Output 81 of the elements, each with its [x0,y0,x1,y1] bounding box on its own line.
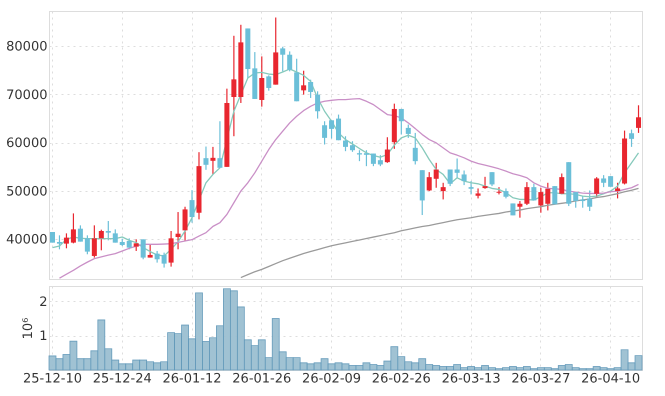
y-tick-label: 2 [39,294,48,310]
candlestick [580,195,586,208]
candlestick [92,224,97,258]
candlestick [406,124,411,138]
candlestick [440,182,446,200]
x-tick-label: 25-12-24 [92,372,152,386]
candlestick [315,90,320,120]
y-tick-label: 1 [39,329,48,344]
candlestick [468,180,474,196]
candlestick [64,232,69,249]
candlestick [364,150,369,167]
candlestick [259,56,264,108]
candlestick [78,224,83,242]
candlestick [462,170,467,186]
candlestick [287,50,292,72]
candlestick [370,152,376,167]
candlestick [356,150,362,162]
candlestick [559,172,564,196]
line-series [240,188,640,278]
candlestick [545,182,550,212]
y-tick-label: 60000 [6,136,48,152]
y-tick-label: 80000 [6,40,48,55]
x-tick-label: 25-12-10 [22,372,82,386]
y-tick-label: 50000 [6,184,48,200]
x-tick-label: 26-02-09 [302,372,362,386]
candlestick [538,187,544,214]
candlestick [350,140,355,152]
candlestick [266,74,272,92]
candlestick [203,146,208,170]
candlestick [342,136,348,152]
candlestick [615,182,620,200]
x-tick-label: 26-04-10 [581,372,640,386]
candlestick [489,172,495,187]
candlestick [503,188,508,200]
candlestick [476,188,481,200]
candlestick [412,132,418,166]
x-tick-label: 26-03-27 [511,372,570,386]
candlestick [134,238,139,252]
candlestick [384,136,390,164]
candlestick [448,168,453,187]
candlestick [587,190,592,212]
candlestick [608,176,614,188]
candlestick [636,104,642,134]
candlestick [322,120,328,146]
candlestick [190,190,195,224]
candlestick [140,238,146,260]
candlestick [210,146,216,176]
candlestick [70,212,76,244]
x-tick-label: 26-03-13 [442,372,501,386]
candlestick [434,162,439,188]
candlestick [84,234,90,255]
x-tick-label: 26-01-12 [162,372,222,386]
candlestick [154,250,160,264]
candlestick [454,158,460,178]
candlestick [426,172,432,192]
candlestick [176,211,181,250]
x-tick-label: 26-01-26 [232,372,292,386]
y-tick-label: 40000 [6,232,48,248]
candlestick [301,70,306,96]
candlestick [336,114,342,141]
candlestick [162,252,167,268]
candlestick [98,229,104,251]
candlestick [531,183,536,202]
candlestick [629,128,634,148]
candlestick [148,244,153,258]
y-tick-label: 70000 [6,88,48,103]
candlestick [217,120,222,168]
candlestick [524,182,530,206]
candlestick [398,108,404,136]
candlestick [378,154,383,167]
candlestick [329,120,334,140]
candlestick [231,35,236,137]
candlestick [601,174,606,188]
y-axis-title: 10⁶ [21,318,36,340]
candlestick [594,176,600,198]
candlestick [280,46,286,72]
candlestick [308,79,314,99]
candlestick [182,206,188,242]
x-tick-label: 26-02-26 [372,372,431,386]
candlestick [552,186,558,205]
candlestick [482,176,488,190]
